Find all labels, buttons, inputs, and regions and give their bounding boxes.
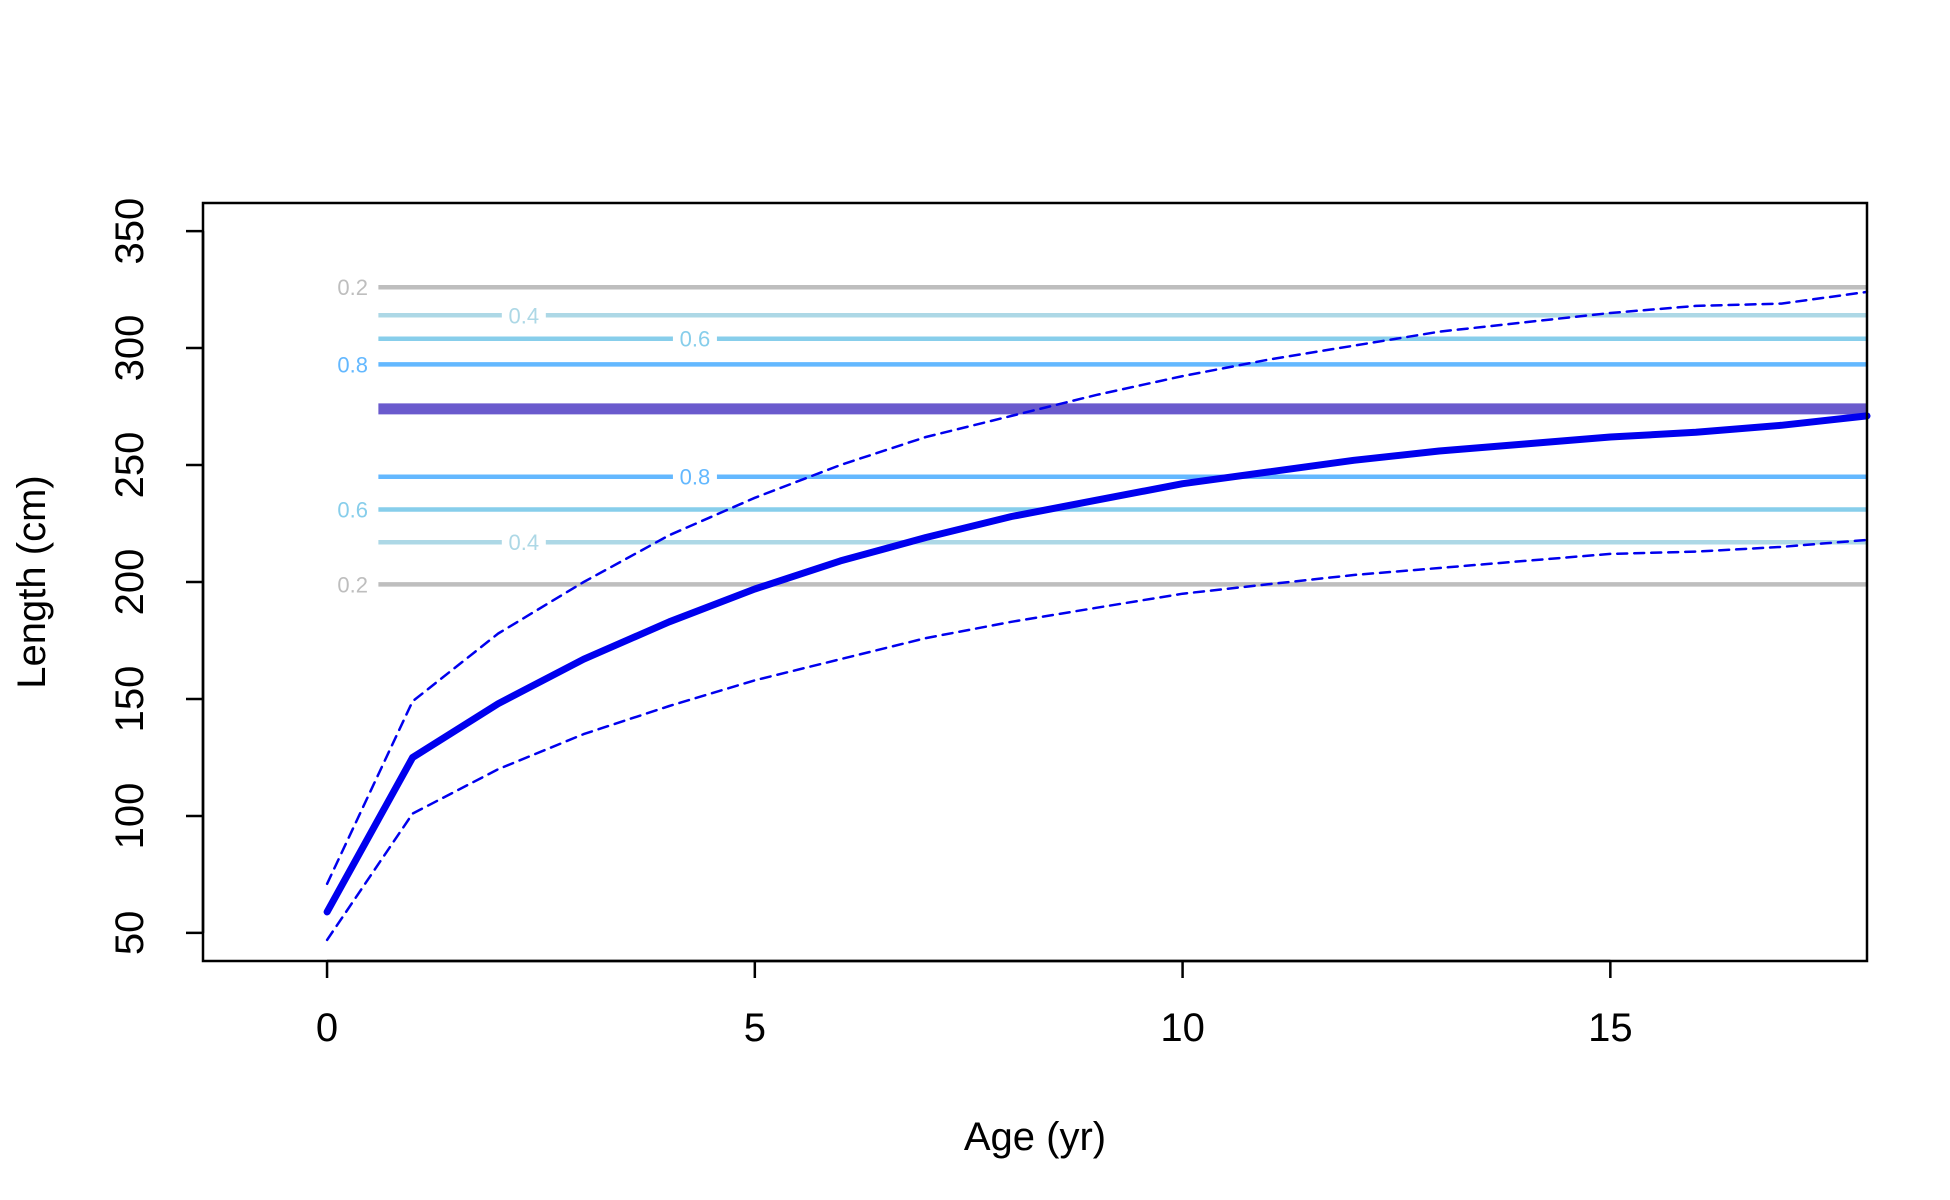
contour-label-2: 0.6 xyxy=(680,327,711,352)
y-axis: 50 100 150 200 250 300 350 xyxy=(108,198,205,956)
data-series xyxy=(323,290,1871,942)
series-mean-line xyxy=(323,412,1871,916)
contour-label-gap-1 xyxy=(501,306,546,325)
x-tick-label-10: 10 xyxy=(1160,1006,1205,1050)
contour-label-3: 0.8 xyxy=(337,352,368,377)
x-axis-title: Age (yr) xyxy=(964,1115,1106,1159)
contour-label-0: 0.2 xyxy=(337,275,368,300)
x-tick-label-0: 0 xyxy=(316,1006,338,1050)
series-lower-line xyxy=(325,538,1869,942)
contour-label-7: 0.4 xyxy=(509,530,540,555)
y-tick-label-350: 350 xyxy=(108,198,152,265)
contour-label-gap-8 xyxy=(330,575,375,594)
contour-label-5: 0.8 xyxy=(680,465,711,490)
contour-label-gap-5 xyxy=(672,467,717,486)
contour-label-8: 0.2 xyxy=(337,572,368,597)
contour-label-6: 0.6 xyxy=(337,497,368,522)
contour-label-gap-3 xyxy=(330,355,375,374)
y-tick-label-150: 150 xyxy=(108,666,152,733)
x-axis: 0 5 10 15 xyxy=(316,959,1633,1050)
y-tick-label-300: 300 xyxy=(108,315,152,382)
x-tick-label-5: 5 xyxy=(744,1006,766,1050)
contour-label-gap-2 xyxy=(672,329,717,348)
y-axis-title: Length (cm) xyxy=(10,475,54,688)
y-tick-label-50: 50 xyxy=(108,911,152,956)
series-upper-line xyxy=(325,290,1869,886)
x-tick-label-15: 15 xyxy=(1588,1006,1633,1050)
contour-label-1: 0.4 xyxy=(509,303,540,328)
y-tick-label-250: 250 xyxy=(108,432,152,499)
contour-label-gap-0 xyxy=(330,278,375,297)
contour-label-gap-6 xyxy=(330,500,375,519)
contour-lines: 0.2 0.4 0.6 0.8 0.8 0.6 0.4 0.2 xyxy=(330,275,1867,597)
contour-label-gap-7 xyxy=(501,533,546,552)
y-tick-label-100: 100 xyxy=(108,783,152,850)
y-tick-label-200: 200 xyxy=(108,549,152,616)
